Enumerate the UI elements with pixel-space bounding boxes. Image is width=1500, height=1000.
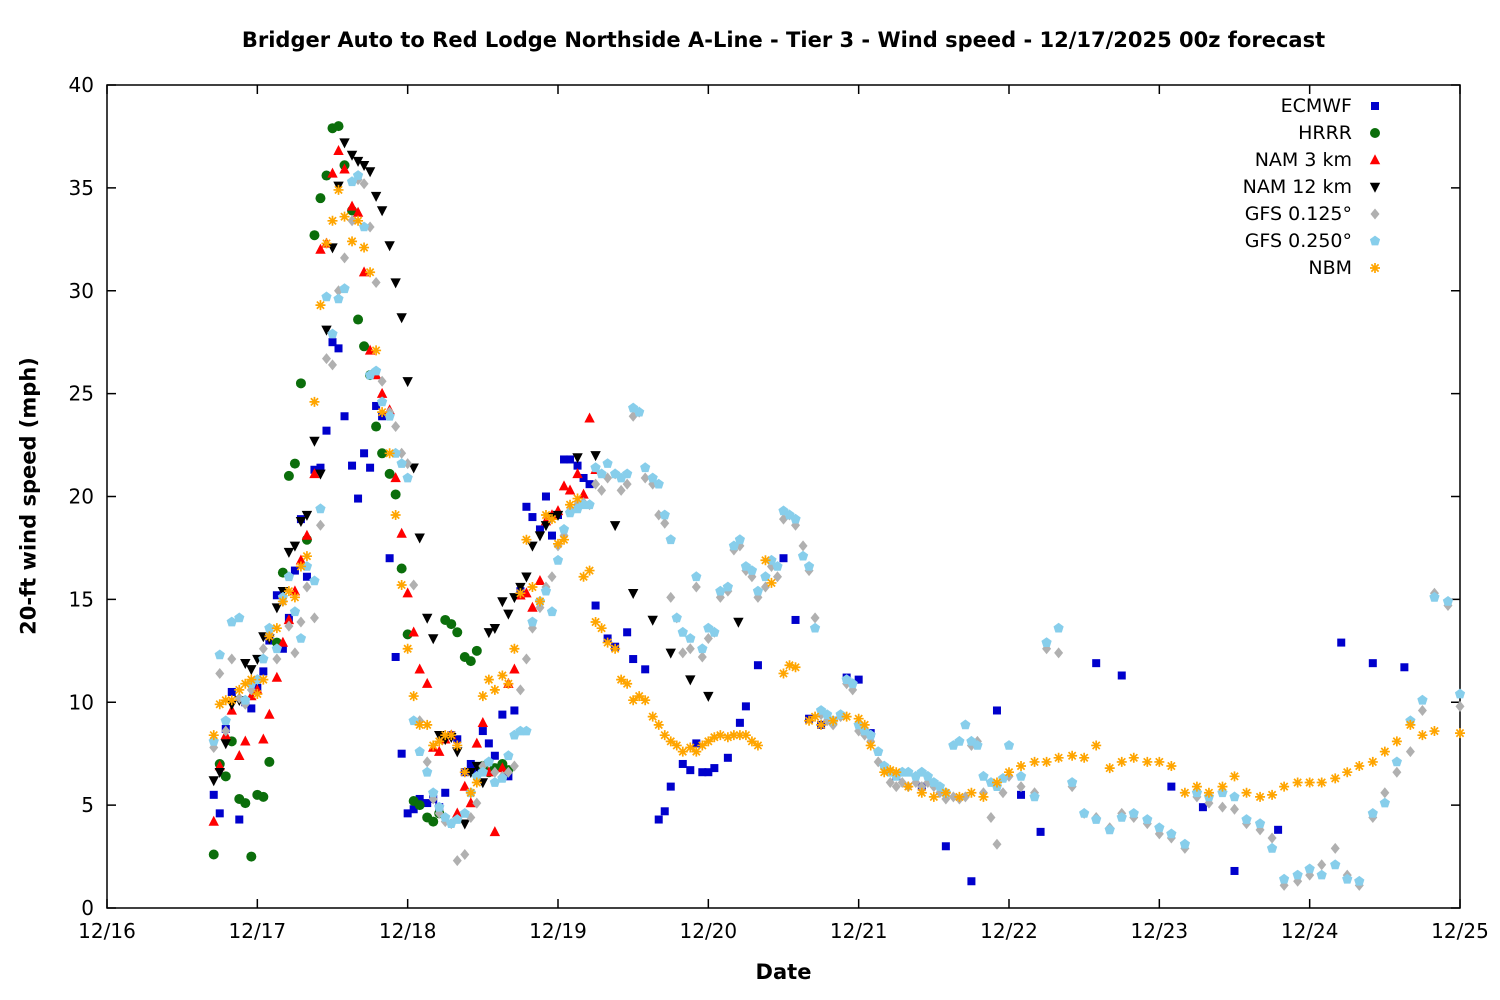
hrrr-circle-marker-icon (1362, 124, 1388, 142)
legend-label-nam12km: NAM 12 km (1242, 175, 1352, 198)
x-tick-label: 12/17 (229, 919, 287, 943)
legend-label-gfs0125: GFS 0.125° (1244, 202, 1352, 225)
series-nam-3-km (208, 145, 601, 837)
legend-item-hrrr: HRRR (1243, 119, 1388, 146)
y-tick-label: 15 (69, 587, 94, 611)
x-tick-label: 12/20 (680, 919, 738, 943)
x-tick-label: 12/25 (1431, 919, 1489, 943)
x-tick-label: 12/22 (980, 919, 1038, 943)
y-tick-label: 20 (69, 485, 94, 509)
legend-item-gfs0125: GFS 0.125° (1243, 200, 1388, 227)
nam12km-triangle-down-marker-icon (1362, 178, 1388, 196)
legend-item-gfs0250: GFS 0.250° (1243, 227, 1388, 254)
chart-title: Bridger Auto to Red Lodge Northside A-Li… (241, 28, 1326, 52)
legend-item-nam3km: NAM 3 km (1243, 146, 1388, 173)
legend: ECMWF HRRR NAM 3 km NAM 12 km GFS 0.125°… (1243, 92, 1388, 281)
x-tick-label: 12/19 (529, 919, 587, 943)
legend-label-hrrr: HRRR (1298, 121, 1352, 144)
legend-label-nbm: NBM (1308, 256, 1352, 279)
y-tick-label: 35 (69, 176, 94, 200)
x-tick-label: 12/16 (78, 919, 136, 943)
series-gfs-0-250- (208, 170, 1466, 886)
legend-label-ecmwf: ECMWF (1280, 94, 1352, 117)
y-tick-label: 5 (81, 793, 94, 817)
legend-item-nbm: NBM (1243, 254, 1388, 281)
y-tick-label: 0 (81, 896, 94, 920)
series-hrrr (208, 121, 514, 862)
x-axis-label: Date (755, 960, 812, 984)
series-nbm (208, 184, 1465, 802)
x-tick-label: 12/24 (1281, 919, 1339, 943)
y-tick-label: 40 (69, 73, 94, 97)
legend-label-gfs0250: GFS 0.250° (1244, 229, 1352, 252)
nam3km-triangle-up-marker-icon (1362, 151, 1388, 169)
ecmwf-square-marker-icon (1362, 97, 1388, 115)
gfs0125-diamond-marker-icon (1362, 205, 1388, 223)
y-tick-label: 30 (69, 279, 94, 303)
nbm-asterisk-marker-icon (1362, 259, 1388, 277)
legend-item-ecmwf: ECMWF (1243, 92, 1388, 119)
gfs0250-pentagon-marker-icon (1362, 232, 1388, 250)
x-tick-label: 12/23 (1131, 919, 1189, 943)
x-tick-label: 12/21 (830, 919, 888, 943)
legend-label-nam3km: NAM 3 km (1254, 148, 1352, 171)
y-axis-label: 20-ft wind speed (mph) (16, 357, 41, 635)
y-tick-label: 25 (69, 382, 94, 406)
x-tick-label: 12/18 (379, 919, 437, 943)
y-tick-label: 10 (69, 690, 94, 714)
legend-item-nam12km: NAM 12 km (1243, 173, 1388, 200)
